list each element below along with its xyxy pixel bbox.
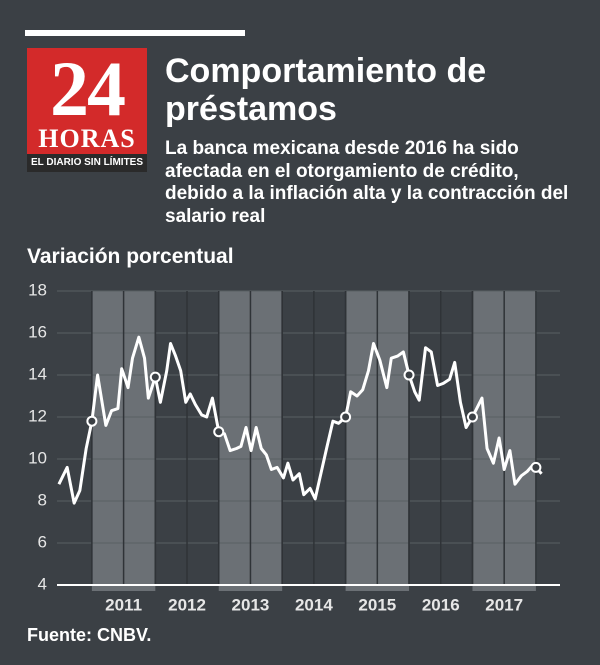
- year-marker: [213, 426, 225, 438]
- y-axis-label: Variación porcentual: [27, 245, 234, 268]
- year-marker: [466, 411, 478, 423]
- x-tick-label: 2011: [105, 595, 142, 614]
- logo: 24 HORAS EL DIARIO SIN LÍMITES: [27, 48, 147, 172]
- source: Fuente: CNBV.: [27, 625, 152, 645]
- series-line: [57, 335, 543, 505]
- logo-name: HORAS: [38, 124, 136, 153]
- top-bar: [25, 30, 245, 36]
- y-tick-label: 8: [38, 490, 47, 509]
- year-marker: [530, 461, 542, 473]
- y-tick-label: 12: [28, 406, 47, 425]
- x-tick-label: 2015: [358, 595, 396, 614]
- y-tick-label: 4: [38, 574, 47, 593]
- x-tick-label: 2017: [485, 595, 523, 614]
- chart-subtitle: La banca mexicana desde 2016 ha sido afe…: [165, 138, 569, 227]
- x-tick-label: 2012: [168, 595, 206, 614]
- y-tick-label: 16: [28, 322, 47, 341]
- x-tick-label: 2013: [232, 595, 270, 614]
- x-tick-label: 2014: [295, 595, 333, 614]
- chart-title: Comportamiento de préstamos: [165, 52, 487, 128]
- y-tick-label: 6: [38, 532, 47, 551]
- year-marker: [86, 415, 98, 427]
- logo-tagline: EL DIARIO SIN LÍMITES: [27, 154, 147, 172]
- year-marker: [149, 371, 161, 383]
- y-tick-label: 14: [28, 364, 47, 383]
- x-tick-label: 2016: [422, 595, 460, 614]
- logo-number: 24: [50, 48, 126, 132]
- year-marker: [403, 369, 415, 381]
- year-marker: [340, 411, 352, 423]
- y-tick-label: 10: [28, 448, 47, 467]
- y-tick-label: 18: [28, 280, 47, 299]
